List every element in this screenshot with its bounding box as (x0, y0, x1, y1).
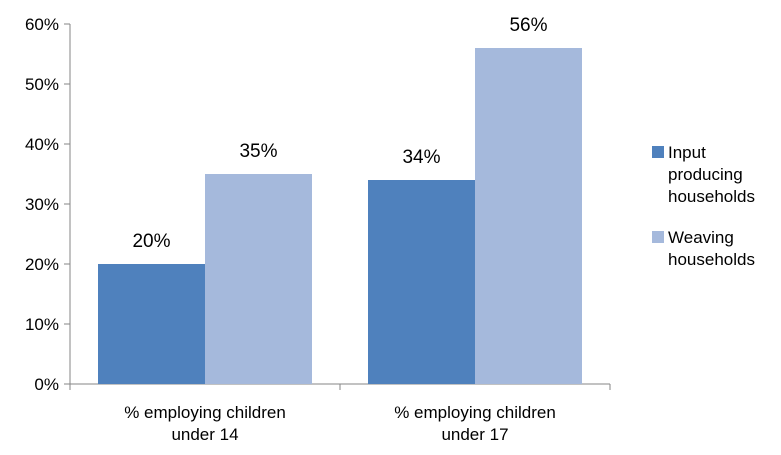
y-tick-label: 60% (25, 15, 59, 34)
y-tick-label: 30% (25, 195, 59, 214)
x-category-label: under 14 (171, 425, 238, 444)
bar-data-label: 56% (509, 15, 547, 36)
x-category-label: % employing children (394, 403, 556, 422)
x-category-label: under 17 (441, 425, 508, 444)
legend-label: households (668, 187, 755, 206)
legend-label: producing (668, 165, 743, 184)
x-category-label: % employing children (124, 403, 286, 422)
legend-label: Input (668, 143, 706, 162)
legend-label: households (668, 250, 755, 269)
y-tick-label: 10% (25, 315, 59, 334)
y-tick-label: 0% (34, 375, 59, 394)
y-tick-label: 50% (25, 75, 59, 94)
bar-data-label: 35% (239, 141, 277, 162)
legend-swatch (652, 146, 664, 158)
bar-input-producing-2 (368, 180, 475, 384)
bar-data-label: 34% (402, 147, 440, 168)
legend-swatch (652, 231, 664, 243)
bar-input-producing-1 (98, 264, 205, 384)
bar-weaving-2 (475, 48, 582, 384)
bar-data-label: 20% (132, 231, 170, 252)
y-tick-label: 40% (25, 135, 59, 154)
bar-weaving-1 (205, 174, 312, 384)
legend-label: Weaving (668, 228, 734, 247)
y-tick-label: 20% (25, 255, 59, 274)
